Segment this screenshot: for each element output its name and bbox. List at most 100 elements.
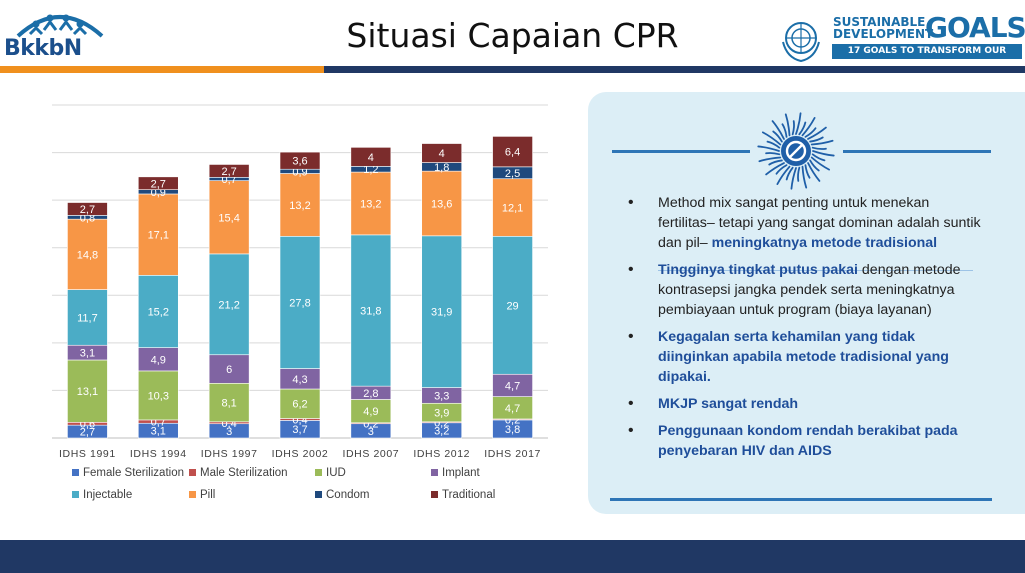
sun-ray	[791, 120, 795, 136]
data-label: 8,1	[221, 398, 236, 410]
page-title: Situasi Capaian CPR	[346, 16, 679, 55]
bar-segment	[350, 147, 392, 167]
header-stripe-blue	[324, 66, 1025, 73]
data-label: 14,8	[77, 249, 98, 261]
data-label: 3,2	[434, 425, 449, 437]
sun-prohibition-icon	[757, 112, 835, 190]
legend-swatch	[189, 469, 196, 476]
header-stripe-orange	[0, 66, 324, 73]
bullet-item: Penggunaan kondom rendah berakibat pada …	[628, 421, 983, 461]
legend-label: Female Sterilization	[83, 467, 184, 479]
sun-ray	[781, 123, 788, 138]
bar-segment	[208, 164, 250, 178]
bar-segment	[279, 151, 321, 170]
sun-ray	[771, 120, 785, 140]
sdg-line2: DEVELOPMENT	[833, 27, 934, 41]
data-label: 13,6	[431, 198, 452, 210]
sun-ray	[768, 159, 783, 166]
bullet-text: dengan metode kontrasepsi jangka pendek …	[658, 262, 961, 318]
bar-segment	[492, 178, 533, 237]
bar-segment	[421, 143, 463, 163]
sun-ray	[809, 159, 820, 172]
sun-ray	[809, 136, 824, 143]
bullet-list: Method mix sangat penting untuk menekan …	[628, 193, 983, 468]
data-label: 10,3	[148, 390, 169, 402]
bullet-emphasis: meningkatnya metode tradisional	[711, 235, 938, 251]
legend-label: Condom	[326, 489, 369, 501]
prohibition-ring	[785, 140, 807, 162]
bullet-item: Method mix sangat penting untuk menekan …	[628, 193, 983, 253]
sun-ray	[761, 131, 782, 146]
data-label: 4,9	[363, 406, 378, 418]
panel-rule-bottom	[610, 498, 992, 501]
sun-ray	[812, 150, 835, 157]
legend-swatch	[72, 469, 79, 476]
sdg-line1: SUSTAINABLE	[833, 15, 926, 29]
bullet-emphasis: Kegagalan serta kehamilan yang tidak dii…	[658, 329, 949, 385]
sun-ray	[811, 146, 827, 150]
data-label: 4,7	[505, 380, 520, 392]
panel-rule-left	[612, 150, 750, 153]
bar-segment	[137, 176, 179, 190]
data-label: 2,7	[151, 178, 166, 190]
bar-segment	[208, 253, 250, 356]
legend-swatch	[189, 491, 196, 498]
sun-ray	[810, 139, 834, 146]
sun-ray	[785, 166, 794, 181]
bkkbn-logo-text: BkkbN	[4, 36, 82, 61]
data-label: 4,3	[292, 374, 307, 386]
data-label: 3,3	[434, 390, 449, 402]
legend-label: Traditional	[442, 489, 495, 501]
legend-swatch	[431, 491, 438, 498]
data-label: 13,2	[360, 198, 381, 210]
sun-ray	[801, 165, 808, 189]
legend-swatch	[315, 469, 322, 476]
panel-rule-right	[843, 150, 991, 153]
data-label: 2,8	[363, 388, 378, 400]
bar-segment	[421, 170, 463, 237]
bar-segment	[208, 354, 250, 384]
slide-header: BkkbN Situasi Capaian CPR SUSTAINABLE DE…	[0, 0, 1025, 72]
data-label: 6,4	[505, 147, 520, 159]
data-label: 2,7	[221, 166, 236, 178]
data-label: 4	[439, 148, 445, 160]
bullet-emphasis: MKJP sangat rendah	[658, 396, 799, 412]
bkkbn-logo-icon	[16, 14, 104, 38]
x-tick-label: IDHS 2007	[342, 448, 399, 460]
data-label: 2,5	[505, 168, 520, 180]
bar-segment	[279, 388, 321, 419]
sun-ray	[776, 165, 791, 186]
sun-ray	[798, 121, 807, 136]
bullet-emphasis: Tingginya tingkat putus pakai	[658, 262, 858, 278]
x-tick-label: IDHS 2002	[272, 448, 329, 460]
sun-ray	[811, 153, 826, 162]
sun-ray	[804, 127, 817, 138]
x-tick-label: IDHS 2017	[484, 448, 541, 460]
bullet-item: Tingginya tingkat putus pakai dengan met…	[628, 260, 983, 320]
sun-ray	[810, 156, 831, 171]
data-label: 3,9	[434, 408, 449, 420]
bar-segment	[137, 370, 179, 421]
bar-segment	[137, 193, 179, 276]
data-label: 4,7	[505, 403, 520, 415]
prohibition-slash	[789, 144, 803, 158]
sun-ray	[801, 116, 816, 137]
data-label: 3,6	[292, 156, 307, 168]
sun-ray	[807, 126, 827, 140]
sun-ray	[758, 156, 782, 163]
x-tick-label: IDHS 1991	[59, 448, 116, 460]
legend-swatch	[72, 491, 79, 498]
data-label: 1,2	[363, 164, 378, 176]
data-label: 3	[368, 426, 374, 438]
data-label: 31,8	[360, 306, 381, 318]
data-label: 3,1	[80, 348, 95, 360]
data-label: 2,7	[80, 204, 95, 216]
bar-segment	[67, 289, 108, 346]
sdg-goals: GOALS	[925, 11, 1025, 44]
sdg-tagline: 17 GOALS TO TRANSFORM OUR WORLD	[832, 44, 1022, 71]
sun-ray	[772, 130, 783, 143]
un-emblem-icon	[782, 22, 820, 63]
data-label: 21,2	[218, 299, 239, 311]
data-label: 11,7	[77, 312, 98, 324]
data-label: 3	[226, 426, 232, 438]
